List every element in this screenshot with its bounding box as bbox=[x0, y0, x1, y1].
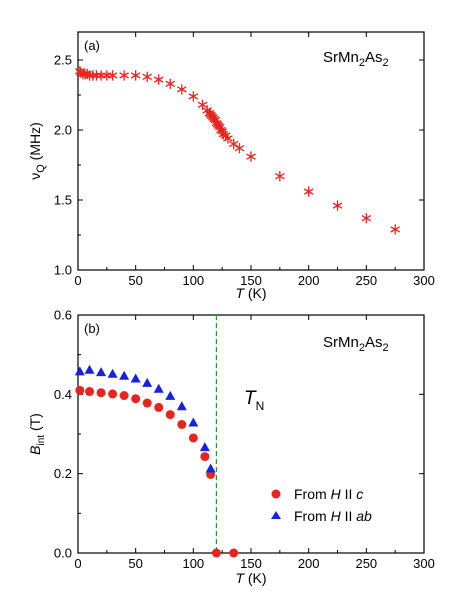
y-tick-label: 2.5 bbox=[54, 53, 72, 68]
data-point-asterisk bbox=[275, 171, 285, 182]
x-tick-label: 100 bbox=[182, 273, 204, 288]
panel-a-data bbox=[75, 66, 400, 235]
data-point-triangle bbox=[142, 377, 153, 387]
y-tick-label: 0.2 bbox=[54, 466, 72, 481]
data-point-asterisk bbox=[107, 70, 118, 81]
data-point-triangle bbox=[199, 442, 210, 452]
legend-entry-h-c: From H II c bbox=[294, 486, 363, 502]
x-tick-label: 0 bbox=[74, 556, 81, 571]
data-point-triangle bbox=[130, 373, 141, 383]
data-point-triangle bbox=[96, 367, 107, 377]
x-tick-label: 50 bbox=[128, 273, 142, 288]
data-point-circle bbox=[188, 433, 198, 443]
panel-b-y-axis-label: Bint (T) bbox=[27, 413, 47, 455]
data-point-triangle bbox=[153, 383, 164, 393]
x-tick-label: 150 bbox=[240, 273, 262, 288]
data-point-circle bbox=[229, 548, 239, 558]
neel-temperature-label: TN bbox=[244, 388, 264, 413]
x-tick-label: 250 bbox=[355, 556, 377, 571]
data-point-circle bbox=[177, 419, 187, 429]
data-point-asterisk bbox=[96, 70, 106, 81]
panel-a-ticks: 0 50 100 150 200 250 300 1.0 1.5 2.0 2.5 bbox=[54, 32, 435, 288]
panel-b: 0 50 100 150 200 250 300 0.0 0.2 0.4 0.6 (b) SrMn2… bbox=[27, 308, 435, 587]
legend-entry-h-ab: From H II ab bbox=[294, 508, 372, 524]
data-point-circle bbox=[131, 394, 141, 404]
panel-b-data bbox=[74, 364, 239, 558]
data-point-asterisk bbox=[119, 70, 129, 81]
y-tick-label: 1.0 bbox=[54, 263, 72, 278]
y-tick-label: 0.0 bbox=[54, 546, 72, 561]
legend-marker-circle bbox=[271, 489, 281, 499]
x-tick-label: 50 bbox=[128, 556, 142, 571]
x-tick-label: 200 bbox=[298, 556, 320, 571]
data-point-circle bbox=[200, 452, 210, 462]
y-tick-label: 0.6 bbox=[54, 308, 72, 323]
data-point-triangle bbox=[107, 368, 118, 378]
data-point-triangle bbox=[119, 370, 130, 380]
data-point-asterisk bbox=[223, 133, 233, 144]
data-point-circle bbox=[85, 387, 95, 397]
panel-a: 0 50 100 150 200 250 300 1.0 1.5 2.0 2.5 (a) SrMn2… bbox=[27, 31, 435, 301]
panel-a-x-axis-label: T (K) bbox=[235, 285, 266, 301]
y-tick-label: 2.0 bbox=[54, 123, 72, 138]
panel-a-label: (a) bbox=[84, 38, 100, 53]
data-point-triangle bbox=[74, 366, 85, 376]
data-point-triangle bbox=[188, 417, 199, 427]
data-point-triangle bbox=[205, 463, 216, 473]
x-tick-label: 100 bbox=[182, 556, 204, 571]
data-point-asterisk bbox=[390, 224, 400, 235]
x-tick-label: 300 bbox=[413, 556, 435, 571]
data-point-circle bbox=[154, 402, 164, 412]
data-point-asterisk bbox=[303, 186, 314, 197]
data-point-triangle bbox=[176, 401, 187, 411]
panel-b-compound: SrMn2As2 bbox=[323, 334, 389, 354]
data-point-circle bbox=[75, 385, 85, 395]
data-point-asterisk bbox=[102, 70, 112, 81]
x-tick-label: 300 bbox=[413, 273, 435, 288]
data-point-asterisk bbox=[153, 74, 164, 85]
x-tick-label: 0 bbox=[74, 273, 81, 288]
data-point-circle bbox=[108, 389, 118, 399]
data-point-asterisk bbox=[228, 138, 239, 150]
data-point-circle bbox=[119, 391, 129, 401]
data-point-circle bbox=[142, 398, 152, 408]
data-point-asterisk bbox=[142, 71, 153, 82]
x-tick-label: 250 bbox=[355, 273, 377, 288]
data-point-circle bbox=[211, 548, 221, 558]
panel-a-compound: SrMn2As2 bbox=[323, 49, 389, 69]
x-tick-label: 150 bbox=[240, 556, 262, 571]
data-point-circle bbox=[96, 388, 106, 398]
data-point-asterisk bbox=[234, 143, 245, 154]
data-point-asterisk bbox=[246, 151, 256, 162]
panel-b-ticks: 0 50 100 150 200 250 300 0.0 0.2 0.4 0.6 bbox=[54, 308, 435, 572]
y-tick-label: 1.5 bbox=[54, 193, 72, 208]
data-point-asterisk bbox=[130, 70, 141, 81]
x-tick-label: 200 bbox=[298, 273, 320, 288]
data-point-circle bbox=[165, 410, 175, 420]
panel-a-frame bbox=[77, 31, 425, 271]
panel-b-x-axis-label: T (K) bbox=[235, 570, 266, 586]
data-point-asterisk bbox=[91, 70, 102, 81]
legend-marker-triangle bbox=[271, 511, 281, 519]
data-point-asterisk bbox=[165, 78, 176, 89]
panel-b-label: (b) bbox=[84, 321, 100, 336]
data-point-asterisk bbox=[361, 213, 372, 224]
data-point-triangle bbox=[84, 364, 95, 374]
data-point-asterisk bbox=[176, 84, 187, 95]
panel-a-y-axis-label: νQ (MHz) bbox=[27, 122, 47, 180]
data-point-asterisk bbox=[188, 91, 199, 102]
legend: From H II c From H II ab bbox=[271, 486, 372, 524]
data-point-triangle bbox=[165, 390, 176, 400]
y-tick-label: 0.4 bbox=[54, 387, 72, 402]
data-point-asterisk bbox=[78, 68, 88, 80]
data-point-asterisk bbox=[332, 200, 343, 211]
